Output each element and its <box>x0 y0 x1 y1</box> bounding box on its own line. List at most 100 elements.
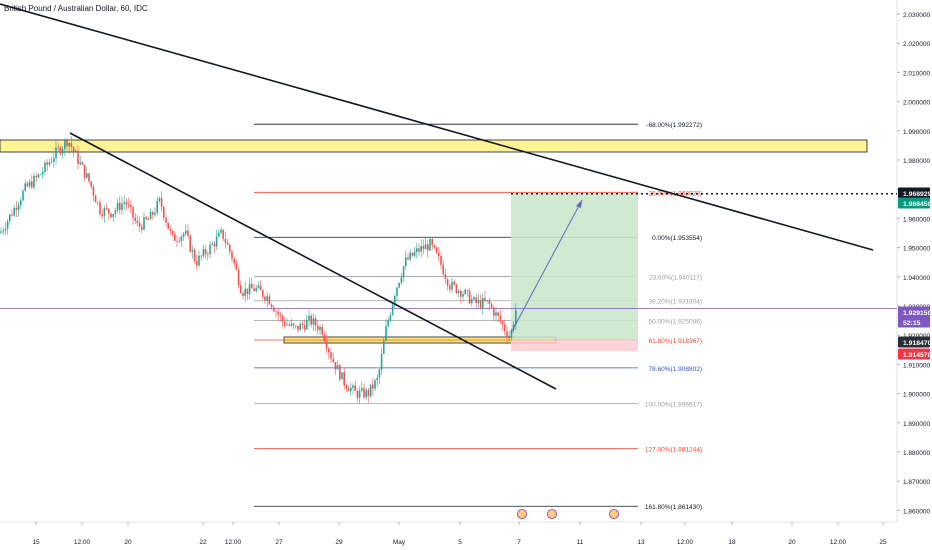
candle-body <box>11 214 13 216</box>
price-label-badge <box>898 197 930 209</box>
candle-body <box>211 243 213 245</box>
candle-body <box>297 325 299 331</box>
candle-body <box>171 230 174 234</box>
y-tick-label: 2.020000 <box>903 41 930 48</box>
candle-body <box>504 324 506 332</box>
candle-body <box>154 212 156 215</box>
candle-body <box>35 175 37 178</box>
candle-body <box>455 284 458 294</box>
candle-body <box>266 296 268 301</box>
candle-body <box>508 337 510 339</box>
candle-body <box>402 266 405 278</box>
candle-body <box>413 251 416 256</box>
candle-body <box>50 161 53 163</box>
short-trend-line[interactable] <box>69 132 557 390</box>
candle-body <box>125 202 128 205</box>
supply-zone[interactable] <box>0 139 868 153</box>
candle-body <box>325 341 328 349</box>
fib-level-label: 78.60%(1.908802) <box>649 366 703 373</box>
candle-body <box>484 298 486 302</box>
candle-body <box>193 250 196 262</box>
candle-body <box>108 208 110 214</box>
candle-body <box>409 252 411 260</box>
candle-body <box>475 297 477 303</box>
calendar-event-icon[interactable] <box>609 509 619 519</box>
candle-body <box>473 297 475 300</box>
fib-level-label: 100.00%(1.896617) <box>645 401 702 408</box>
y-tick-label: 1.980000 <box>903 158 930 165</box>
candle-body <box>339 365 341 380</box>
candle-body <box>499 315 502 322</box>
candle-body <box>336 365 339 370</box>
candle-body <box>123 202 125 204</box>
calendar-event-icon[interactable] <box>547 509 557 519</box>
candle-body <box>200 255 202 257</box>
candle-body <box>451 281 453 290</box>
candle-body <box>152 211 154 215</box>
candle-body <box>130 204 132 207</box>
candle-body <box>13 207 15 216</box>
candle-body <box>407 257 409 260</box>
candle-body <box>185 230 187 234</box>
price-label-text: 1.968929 <box>903 191 932 198</box>
candle-body <box>411 252 414 256</box>
price-label-text: 1.968459 <box>903 201 932 208</box>
x-tick-label: 12:00 <box>830 539 847 546</box>
candle-body <box>55 147 57 159</box>
candle-body <box>462 293 464 297</box>
fib-level-label: 61.80%(1.918367) <box>649 338 703 345</box>
candle-body <box>220 229 222 233</box>
candle-body <box>22 190 24 201</box>
x-tick-label: 29 <box>335 539 343 546</box>
candle-body <box>398 282 400 288</box>
candle-body <box>493 307 495 316</box>
candle-body <box>196 261 198 266</box>
candle-body <box>246 288 249 295</box>
candle-body <box>68 142 70 147</box>
candle-body <box>466 289 469 291</box>
candle-body <box>273 307 275 312</box>
candle-body <box>114 210 117 214</box>
candle-body <box>226 242 229 245</box>
candle-body <box>449 285 451 290</box>
candle-body <box>468 290 471 304</box>
candle-body <box>506 331 508 338</box>
candle-body <box>178 240 180 242</box>
candle-body <box>39 174 42 176</box>
candle-body <box>28 181 31 187</box>
fib-level-label: 0.00%(1.953554) <box>652 235 702 242</box>
price-label-text: 1.918470 <box>903 340 932 347</box>
candle-body <box>92 186 95 196</box>
long-trend-line[interactable] <box>0 3 874 251</box>
candle-body <box>416 248 418 252</box>
candle-body <box>187 230 189 236</box>
candle-body <box>222 229 224 239</box>
candle-body <box>141 226 143 230</box>
candle-body <box>251 283 253 289</box>
candle-body <box>367 390 370 396</box>
candle-body <box>105 207 108 209</box>
candle-body <box>86 173 88 178</box>
candle-body <box>24 183 26 191</box>
candle-body <box>218 232 220 237</box>
candle-body <box>26 183 29 187</box>
x-tick-label: 22 <box>199 539 207 546</box>
candle-body <box>477 300 480 303</box>
candle-body <box>44 162 46 172</box>
candle-body <box>323 334 326 342</box>
candle-body <box>319 326 321 331</box>
candle-body <box>37 174 40 178</box>
candle-body <box>42 171 44 175</box>
candle-body <box>334 362 337 370</box>
candle-body <box>488 300 491 305</box>
flag-event-icon[interactable] <box>517 509 527 519</box>
y-tick-label: 1.890000 <box>903 421 930 428</box>
profit-zone[interactable] <box>511 193 638 340</box>
candle-body <box>352 385 354 388</box>
loss-zone[interactable] <box>511 339 638 352</box>
candle-body <box>147 219 150 220</box>
candle-body <box>279 314 282 316</box>
candle-body <box>83 164 86 178</box>
forecast-arrow-line[interactable] <box>510 199 583 334</box>
